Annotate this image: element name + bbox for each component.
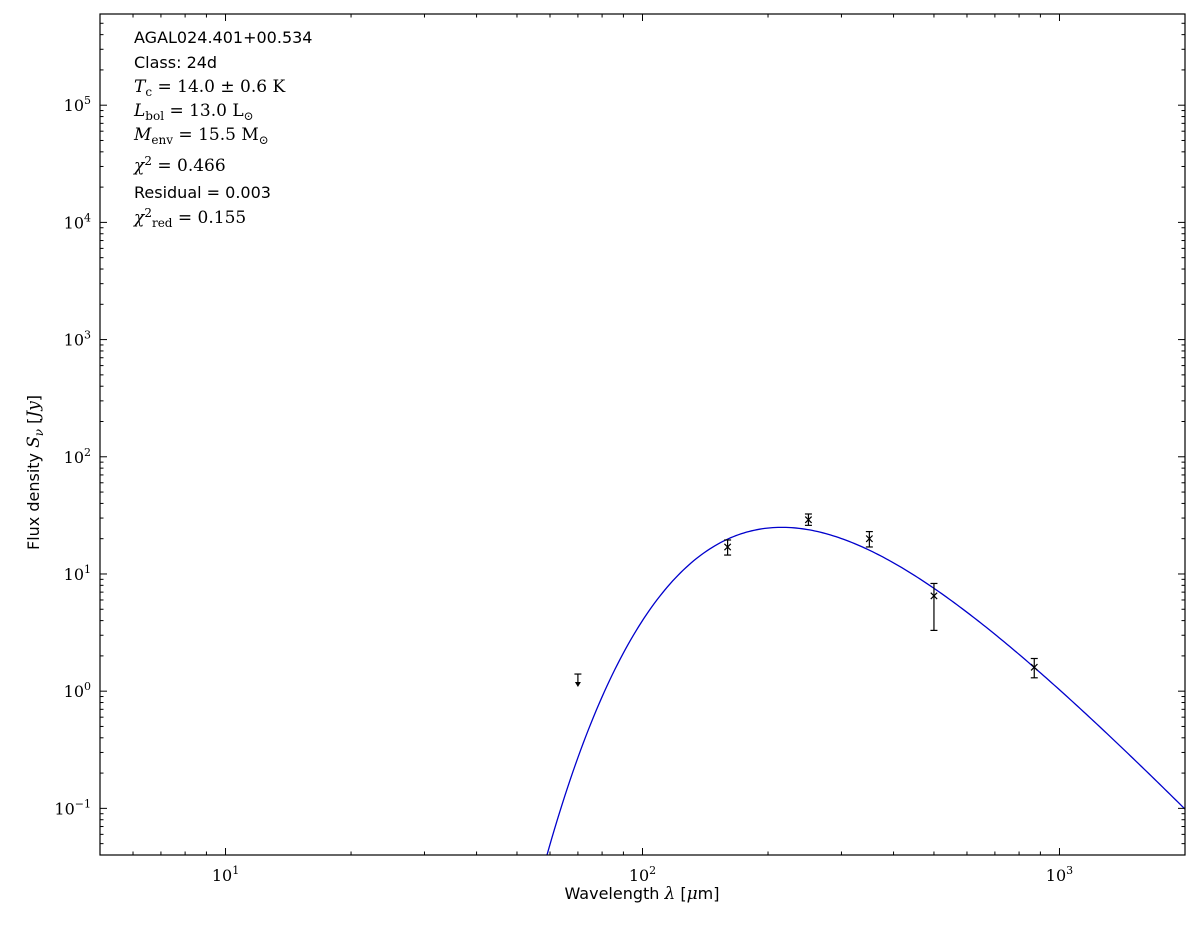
y-tick-label: 102 [64,446,91,467]
text-segment: ] [24,394,43,402]
text-segment: [ [675,884,687,903]
data-points [574,513,1038,688]
text-segment: env [151,133,174,147]
text-segment: = 0.466 [151,156,226,176]
x-tick-label: 101 [212,864,239,885]
data-point-marker [865,530,873,548]
text-segment: ⊙ [258,133,269,147]
text-segment: λ [664,884,676,904]
text-segment: c [145,85,153,99]
annotation-bolometric-luminosity: Lbol = 13.0 L⊙ [134,101,254,123]
data-point-marker [804,513,813,526]
text-segment: AGAL024.401+00.534 [134,28,313,47]
upper-limit-marker [574,673,582,688]
y-tick-label: 100 [64,680,91,701]
axes-frame [99,13,1186,856]
text-segment: = 0.155 [172,208,247,228]
text-segment: ν [32,428,46,437]
text-segment: red [151,216,173,230]
text-segment: bol [145,109,165,123]
annotation-chi-squared: χ2 = 0.466 [134,155,226,176]
text-segment: μ [686,884,698,904]
y-tick-label: 10−1 [54,797,91,818]
text-segment: Residual = 0.003 [134,183,271,202]
data-point-marker [723,539,732,556]
text-segment: Class: 24d [134,53,218,72]
annotation-envelope-mass: Menv = 15.5 M⊙ [134,125,269,147]
text-segment: [ [24,417,43,429]
annotation-source-name: AGAL024.401+00.534 [134,28,313,47]
y-tick-label: 105 [64,94,91,115]
y-tick-label: 103 [64,329,91,350]
x-tick-label: 102 [629,864,656,885]
text-segment: = 15.5 M [173,125,259,145]
x-tick-label: 103 [1046,864,1073,885]
text-segment: = 13.0 L [164,101,244,121]
text-segment: χ [134,208,145,228]
text-segment: Flux density [24,447,43,550]
tick-labels: 101 102 103 10−1 100 101 102 103 104 105 [54,94,1073,885]
data-point-marker [930,582,938,632]
x-axis-label: Wavelength λ [μm] [565,884,720,904]
text-segment: S [24,436,44,448]
annotation-residual: Residual = 0.003 [134,183,271,202]
text-segment: Jy [24,401,44,418]
data-point-marker [1030,657,1038,679]
text-segment: 2 [144,206,152,220]
annotation-class: Class: 24d [134,53,218,72]
text-segment: T [134,77,146,97]
annotation-dust-temperature: Tc = 14.0 ± 0.6 K [134,77,286,99]
annotation-chi-squared-reduced: χ2red = 0.155 [134,207,246,230]
text-segment: m] [697,884,720,903]
y-tick-label: 101 [64,563,91,584]
text-segment: χ [134,156,145,176]
text-segment: ⊙ [243,109,254,123]
y-tick-label: 104 [64,211,91,232]
text-segment: M [134,125,152,145]
text-segment: = 14.0 ± 0.6 K [152,77,286,97]
model-curve [546,526,1185,855]
text-segment: 2 [144,154,152,168]
text-segment: Wavelength [564,884,665,903]
text-segment: L [134,101,146,121]
y-axis-label: Flux density Sν [Jy] [24,395,46,550]
